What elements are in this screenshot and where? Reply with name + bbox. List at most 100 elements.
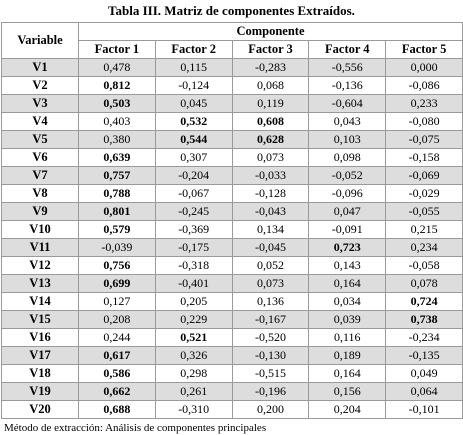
- loading-cell: -0,101: [385, 400, 463, 419]
- loading-cell: 0,628: [231, 130, 310, 149]
- loading-cell: -0,055: [385, 202, 463, 221]
- loading-cell: 0,164: [308, 364, 387, 383]
- loading-cell: 0,208: [78, 310, 156, 329]
- table-row: V6 0,639 0,307 0,073 0,098 -0,158: [1, 148, 463, 167]
- loading-cell: 0,189: [308, 346, 387, 365]
- table-row: V1 0,478 0,115 -0,283 -0,556 0,000: [1, 58, 463, 77]
- loading-cell: 0,233: [385, 94, 463, 113]
- loading-cell: 0,204: [308, 400, 387, 419]
- variable-cell: V18: [1, 364, 79, 383]
- table-row: V4 0,403 0,532 0,608 0,043 -0,080: [1, 112, 463, 131]
- loading-cell: 0,136: [231, 292, 310, 311]
- variable-cell: V10: [1, 220, 79, 239]
- table-row: V15 0,208 0,229 -0,167 0,039 0,738: [1, 310, 463, 329]
- loading-cell: 0,215: [385, 220, 463, 239]
- factor-column-header: Factor 2: [154, 40, 233, 59]
- loading-cell: -0,075: [385, 130, 463, 149]
- variable-cell: V14: [1, 292, 79, 311]
- loading-cell: 0,688: [78, 400, 156, 419]
- table-row: V8 0,788 -0,067 -0,128 -0,096 -0,029: [1, 184, 463, 203]
- loading-cell: 0,478: [78, 58, 156, 77]
- loading-cell: -0,401: [154, 274, 233, 293]
- loading-cell: -0,318: [154, 256, 233, 275]
- loading-cell: -0,124: [154, 76, 233, 95]
- table-row: V18 0,586 0,298 -0,515 0,164 0,049: [1, 364, 463, 383]
- loading-cell: 0,229: [154, 310, 233, 329]
- variable-cell: V3: [1, 94, 79, 113]
- loading-cell: 0,756: [78, 256, 156, 275]
- loading-cell: 0,205: [154, 292, 233, 311]
- table-row: V7 0,757 -0,204 -0,033 -0,052 -0,069: [1, 166, 463, 185]
- loading-cell: 0,127: [78, 292, 156, 311]
- variable-cell: V17: [1, 346, 79, 365]
- loading-cell: 0,234: [385, 238, 463, 257]
- factor-column-header: Factor 1: [78, 40, 156, 59]
- loading-cell: 0,052: [231, 256, 310, 275]
- loading-cell: 0,119: [231, 94, 310, 113]
- loading-cell: 0,699: [78, 274, 156, 293]
- loading-cell: 0,723: [308, 238, 387, 257]
- loading-cell: 0,115: [154, 58, 233, 77]
- table-row: V12 0,756 -0,318 0,052 0,143 -0,058: [1, 256, 463, 275]
- loading-cell: -0,069: [385, 166, 463, 185]
- loading-cell: -0,158: [385, 148, 463, 167]
- table-row: V9 0,801 -0,245 -0,043 0,047 -0,055: [1, 202, 463, 221]
- variable-cell: V5: [1, 130, 79, 149]
- factor-column-header: Factor 3: [231, 40, 310, 59]
- loading-cell: -0,096: [308, 184, 387, 203]
- loading-cell: -0,067: [154, 184, 233, 203]
- factor-column-header: Factor 4: [308, 40, 387, 59]
- loading-cell: 0,307: [154, 148, 233, 167]
- loading-cell: -0,369: [154, 220, 233, 239]
- loading-cell: 0,757: [78, 166, 156, 185]
- loading-cell: 0,047: [308, 202, 387, 221]
- loading-cell: -0,556: [308, 58, 387, 77]
- loading-cell: 0,073: [231, 148, 310, 167]
- table-row: V20 0,688 -0,310 0,200 0,204 -0,101: [1, 400, 463, 419]
- variable-cell: V15: [1, 310, 79, 329]
- loading-cell: 0,662: [78, 382, 156, 401]
- loading-cell: -0,091: [308, 220, 387, 239]
- loading-cell: -0,039: [78, 238, 156, 257]
- loading-cell: -0,033: [231, 166, 310, 185]
- table-footnote: Método de extracción: Análisis de compon…: [4, 422, 267, 434]
- variable-cell: V1: [1, 58, 79, 77]
- loading-cell: 0,078: [385, 274, 463, 293]
- loading-cell: 0,244: [78, 328, 156, 347]
- loading-cell: -0,310: [154, 400, 233, 419]
- variable-cell: V4: [1, 112, 79, 131]
- variable-cell: V11: [1, 238, 79, 257]
- loading-cell: 0,617: [78, 346, 156, 365]
- variable-cell: V9: [1, 202, 79, 221]
- loading-cell: 0,586: [78, 364, 156, 383]
- loading-cell: 0,073: [231, 274, 310, 293]
- table-row: V16 0,244 0,521 -0,520 0,116 -0,234: [1, 328, 463, 347]
- table-title: Tabla III. Matriz de componentes Extraíd…: [108, 3, 355, 18]
- loading-cell: 0,724: [385, 292, 463, 311]
- loading-cell: 0,064: [385, 382, 463, 401]
- loading-cell: 0,788: [78, 184, 156, 203]
- variable-cell: V13: [1, 274, 79, 293]
- table-row: V17 0,617 0,326 -0,130 0,189 -0,135: [1, 346, 463, 365]
- loading-cell: 0,812: [78, 76, 156, 95]
- loading-cell: 0,116: [308, 328, 387, 347]
- table-row: V14 0,127 0,205 0,136 0,034 0,724: [1, 292, 463, 311]
- table-row: V3 0,503 0,045 0,119 -0,604 0,233: [1, 94, 463, 113]
- table-row: V2 0,812 -0,124 0,068 -0,136 -0,086: [1, 76, 463, 95]
- loading-cell: 0,043: [308, 112, 387, 131]
- loading-cell: 0,068: [231, 76, 310, 95]
- variable-cell: V20: [1, 400, 79, 419]
- loading-cell: 0,639: [78, 148, 156, 167]
- loading-cell: -0,520: [231, 328, 310, 347]
- loading-cell: 0,049: [385, 364, 463, 383]
- table-row: V5 0,380 0,544 0,628 0,103 -0,075: [1, 130, 463, 149]
- loading-cell: -0,175: [154, 238, 233, 257]
- variable-cell: V16: [1, 328, 79, 347]
- loading-cell: 0,200: [231, 400, 310, 419]
- loading-cell: 0,521: [154, 328, 233, 347]
- loading-cell: -0,080: [385, 112, 463, 131]
- loading-cell: -0,167: [231, 310, 310, 329]
- loading-cell: 0,579: [78, 220, 156, 239]
- loading-cell: -0,515: [231, 364, 310, 383]
